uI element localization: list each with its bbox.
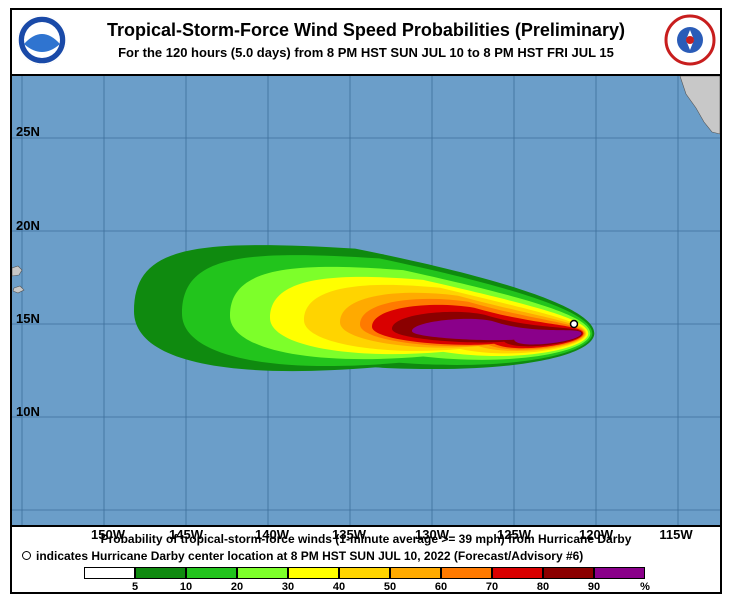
legend-tick-label: 40 (332, 581, 346, 593)
legend-swatch (492, 567, 543, 579)
legend-swatch (135, 567, 186, 579)
lat-label-20n: 20N (16, 218, 40, 233)
legend-tick-label: 50 (383, 581, 397, 593)
noaa-logo-icon (17, 15, 67, 65)
probability-caption: Probability of tropical-storm-force wind… (100, 532, 632, 546)
hawaii-land (12, 265, 23, 277)
legend-tick-label: 80 (536, 581, 550, 593)
legend-swatch (84, 567, 135, 579)
footer: 150W 145W 140W 135W 130W 125W 120W 115W (12, 527, 720, 592)
mexico-land (679, 76, 720, 135)
legend-swatch (441, 567, 492, 579)
legend-tick-label: 20 (230, 581, 244, 593)
storm-center-marker (569, 319, 579, 329)
longitude-labels: 150W 145W 140W 135W 130W 125W 120W 115W (12, 527, 720, 545)
probability-band-90 (412, 318, 582, 345)
legend-swatch (339, 567, 390, 579)
lon-label-125w: 125W (497, 527, 531, 542)
captions: Probability of tropical-storm-force wind… (12, 527, 720, 594)
legend-swatch (543, 567, 594, 579)
hawaii-island-small (12, 285, 25, 294)
legend-unit-label: % (640, 581, 650, 593)
legend-tick-label: 5 (131, 581, 139, 593)
product-frame: Tropical-Storm-Force Wind Speed Probabil… (10, 8, 722, 594)
page-subtitle: For the 120 hours (5.0 days) from 8 PM H… (118, 45, 614, 60)
lon-label-150w: 150W (91, 527, 125, 542)
legend-swatch (594, 567, 645, 579)
legend-tick-label: 90 (587, 581, 601, 593)
lon-label-120w: 120W (579, 527, 613, 542)
lat-label-25n: 25N (16, 124, 40, 139)
lat-label-15n: 15N (16, 311, 40, 326)
map-canvas (12, 76, 720, 525)
center-location-caption: indicates Hurricane Darby center locatio… (36, 549, 584, 563)
legend-tick-label: 10 (179, 581, 193, 593)
legend-tick-label: 30 (281, 581, 295, 593)
page-title: Tropical-Storm-Force Wind Speed Probabil… (107, 20, 625, 40)
lon-label-130w: 130W (415, 527, 449, 542)
lon-label-115w: 115W (659, 527, 693, 542)
probability-bands (134, 245, 595, 372)
lon-label-145w: 145W (169, 527, 203, 542)
lat-label-10n: 10N (16, 404, 40, 419)
lon-label-140w: 140W (255, 527, 289, 542)
header: Tropical-Storm-Force Wind Speed Probabil… (12, 10, 720, 74)
center-location-icon (22, 551, 31, 560)
legend-swatch (186, 567, 237, 579)
lon-label-135w: 135W (332, 527, 366, 542)
legend-swatch (237, 567, 288, 579)
legend-tick-label: 60 (434, 581, 448, 593)
legend-swatch (390, 567, 441, 579)
probability-map: 25N 20N 15N 10N (12, 74, 720, 527)
nws-logo-icon (664, 14, 716, 66)
legend-swatch (288, 567, 339, 579)
legend-tick-label: 70 (485, 581, 499, 593)
